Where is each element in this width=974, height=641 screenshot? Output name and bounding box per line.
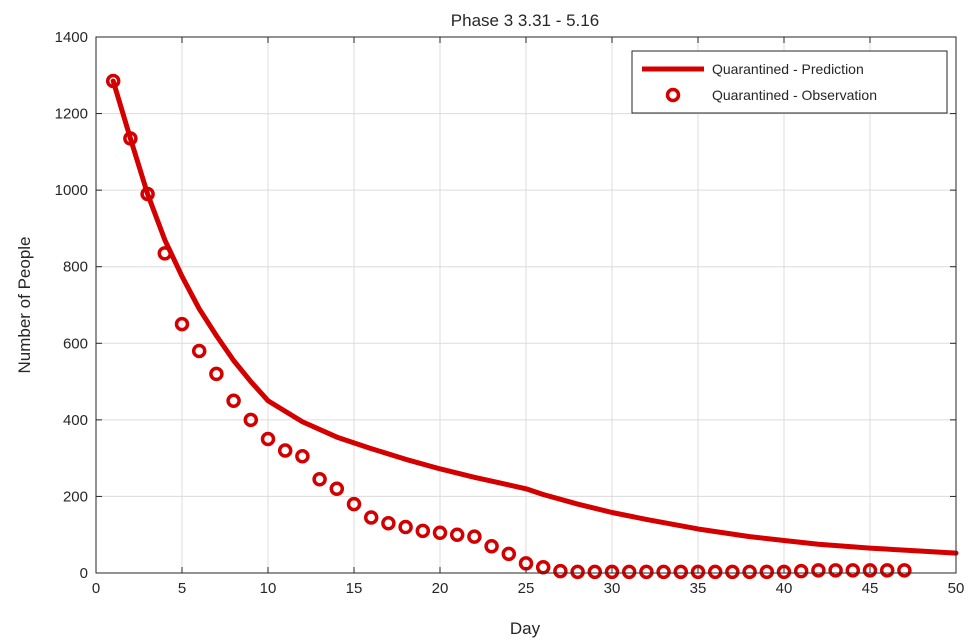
observation-point <box>742 564 757 580</box>
observation-point <box>553 563 568 579</box>
observation-point <box>174 316 190 332</box>
observation-point <box>897 563 912 578</box>
legend-box <box>631 50 948 114</box>
x-axis-label: Day <box>510 619 541 638</box>
x-tick-label: 10 <box>260 580 277 597</box>
chart-title: Phase 3 3.31 - 5.16 <box>451 11 599 30</box>
x-tick-label: 0 <box>92 580 100 597</box>
axes-box <box>95 36 957 574</box>
observation-point <box>398 519 413 535</box>
grid <box>96 37 956 573</box>
observation-point <box>639 564 654 580</box>
observation-point <box>484 538 499 554</box>
x-tick-label: 30 <box>604 580 621 597</box>
y-tick-label: 600 <box>63 335 88 352</box>
observation-point <box>449 527 465 542</box>
observation-point <box>432 525 448 541</box>
observation-point <box>879 563 895 578</box>
legend-label-observation: Quarantined - Observation <box>712 87 877 103</box>
observation-point <box>501 546 517 562</box>
observation-point <box>105 73 121 89</box>
y-tick-label: 800 <box>63 259 88 276</box>
observation-point <box>226 393 241 408</box>
y-tick-label: 1000 <box>55 182 88 199</box>
observation-point <box>587 564 603 580</box>
observation-point <box>209 366 224 382</box>
prediction-line <box>110 78 959 556</box>
observation-point <box>656 564 671 580</box>
observation-point <box>467 529 482 544</box>
x-tick-label: 40 <box>776 580 793 597</box>
observation-point <box>793 563 809 579</box>
observation-point <box>277 443 293 458</box>
observation-point <box>329 481 345 497</box>
observation-point <box>862 563 878 578</box>
observation-point <box>845 563 861 578</box>
x-tick-label: 35 <box>690 580 707 597</box>
legend-observation-swatch <box>665 87 681 103</box>
observation-point <box>776 564 792 580</box>
observation-point <box>312 471 327 487</box>
observation-point <box>828 563 843 578</box>
x-tick-label: 20 <box>432 580 449 597</box>
observation-point <box>604 564 620 580</box>
observation-point <box>673 564 689 580</box>
observation-point <box>260 431 276 447</box>
observation-point <box>570 564 585 580</box>
x-tick-label: 45 <box>862 580 879 597</box>
observation-point <box>415 523 431 539</box>
x-tick-label: 5 <box>178 580 186 597</box>
observation-point <box>725 564 740 580</box>
x-tick-label: 50 <box>948 580 965 597</box>
observation-point <box>140 186 155 202</box>
x-tick-label: 15 <box>346 580 363 597</box>
observation-point <box>346 496 362 512</box>
y-tick-label: 1200 <box>55 106 88 123</box>
observation-point <box>363 510 379 525</box>
observation-point <box>759 564 775 580</box>
observation-point <box>295 448 310 464</box>
observation-point <box>707 564 723 580</box>
y-tick-label: 200 <box>63 488 88 505</box>
y-tick-label: 0 <box>80 565 88 582</box>
observation-point <box>811 563 826 578</box>
observation-point <box>191 343 207 359</box>
observation-point <box>621 564 637 580</box>
observation-point <box>123 131 138 146</box>
tick-labels: 0 5 10 15 20 25 30 35 40 45 50 0 200 400 600 800 1000 120… <box>55 29 965 597</box>
y-axis-label: Number of People <box>15 236 34 373</box>
observation-point <box>157 246 173 261</box>
prediction-series <box>110 78 959 556</box>
observation-point <box>243 412 259 428</box>
observation-series <box>105 73 912 580</box>
legend-label-prediction: Quarantined - Prediction <box>712 61 864 77</box>
y-tick-label: 400 <box>63 412 88 429</box>
axes <box>95 36 957 574</box>
x-tick-label: 25 <box>518 580 535 597</box>
observation-point <box>690 564 706 580</box>
y-tick-label: 1400 <box>55 29 88 46</box>
legend: Quarantined - Prediction Quarantined - O… <box>631 50 948 114</box>
observation-point <box>381 515 396 531</box>
